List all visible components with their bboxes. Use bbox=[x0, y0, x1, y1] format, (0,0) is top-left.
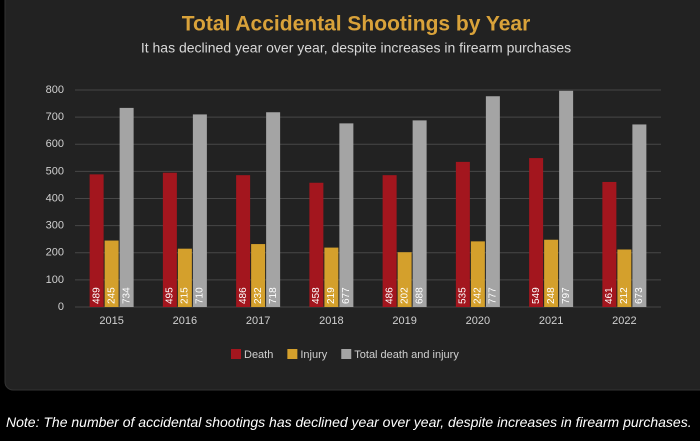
bar bbox=[559, 90, 574, 307]
data-label: 486 bbox=[238, 287, 249, 304]
bar bbox=[382, 175, 397, 307]
legend-label: Total death and injury bbox=[354, 349, 459, 361]
bar bbox=[251, 244, 266, 307]
bar bbox=[324, 247, 339, 307]
note: Note: The number of accidental shootings… bbox=[6, 414, 692, 430]
data-label: 245 bbox=[106, 287, 117, 304]
bar bbox=[89, 174, 104, 307]
data-label: 215 bbox=[180, 287, 191, 304]
legend-swatch bbox=[287, 349, 298, 359]
legend-swatch bbox=[231, 349, 241, 359]
bar bbox=[632, 124, 647, 307]
bar bbox=[104, 240, 119, 307]
bar bbox=[544, 239, 559, 307]
data-label: 549 bbox=[531, 287, 542, 304]
data-label: 673 bbox=[634, 287, 645, 304]
chart-subtitle: It has declined year over year, despite … bbox=[141, 40, 571, 56]
bar bbox=[602, 181, 617, 307]
bar bbox=[177, 248, 192, 307]
bar bbox=[119, 107, 134, 307]
bar bbox=[470, 241, 485, 307]
data-label: 688 bbox=[414, 287, 425, 304]
data-label: 242 bbox=[473, 287, 484, 304]
x-tick-label: 2018 bbox=[319, 315, 343, 327]
bar bbox=[412, 120, 427, 307]
data-label: 461 bbox=[604, 287, 615, 304]
y-tick-label: 100 bbox=[46, 274, 64, 286]
data-label: 797 bbox=[561, 287, 572, 304]
x-tick-label: 2020 bbox=[466, 315, 490, 327]
data-label: 486 bbox=[384, 287, 395, 304]
x-tick-label: 2022 bbox=[612, 315, 636, 327]
chart-title: Total Accidental Shootings by Year bbox=[182, 13, 531, 36]
y-tick-label: 0 bbox=[58, 301, 64, 313]
bar bbox=[529, 158, 544, 307]
y-tick-label: 700 bbox=[46, 111, 64, 123]
data-label: 535 bbox=[458, 287, 469, 304]
data-label: 202 bbox=[399, 287, 410, 304]
legend-label: Injury bbox=[300, 349, 327, 361]
data-label: 734 bbox=[121, 287, 132, 304]
x-tick-label: 2015 bbox=[99, 315, 123, 327]
data-label: 718 bbox=[268, 287, 279, 304]
data-label: 495 bbox=[165, 287, 176, 304]
legend-label: Death bbox=[244, 349, 273, 361]
bar bbox=[617, 249, 632, 307]
x-tick-label: 2017 bbox=[246, 315, 270, 327]
x-tick-label: 2016 bbox=[173, 315, 197, 327]
y-tick-label: 500 bbox=[46, 165, 64, 177]
data-label: 489 bbox=[91, 287, 102, 304]
bar bbox=[309, 182, 324, 307]
y-tick-label: 600 bbox=[46, 138, 64, 150]
data-label: 458 bbox=[311, 287, 322, 304]
y-tick-label: 300 bbox=[46, 220, 64, 232]
data-label: 777 bbox=[488, 287, 499, 304]
bar bbox=[455, 161, 470, 307]
data-label: 248 bbox=[546, 287, 557, 304]
bar bbox=[339, 123, 354, 308]
data-label: 219 bbox=[326, 287, 337, 304]
bar bbox=[397, 252, 412, 307]
legend-swatch bbox=[341, 349, 352, 359]
y-tick-label: 200 bbox=[46, 247, 64, 259]
y-tick-label: 800 bbox=[46, 84, 64, 96]
data-label: 710 bbox=[195, 287, 206, 304]
chart: Total Accidental Shootings by Year It ha… bbox=[4, 0, 700, 391]
x-tick-label: 2019 bbox=[392, 315, 416, 327]
y-tick-label: 400 bbox=[46, 192, 64, 204]
x-tick-label: 2021 bbox=[539, 315, 563, 327]
data-label: 677 bbox=[341, 287, 352, 304]
bar bbox=[266, 112, 281, 308]
bar bbox=[485, 96, 500, 308]
bar bbox=[192, 114, 207, 307]
bar bbox=[236, 175, 251, 307]
bar bbox=[162, 172, 177, 307]
data-label: 212 bbox=[619, 287, 630, 304]
data-label: 232 bbox=[253, 287, 264, 304]
